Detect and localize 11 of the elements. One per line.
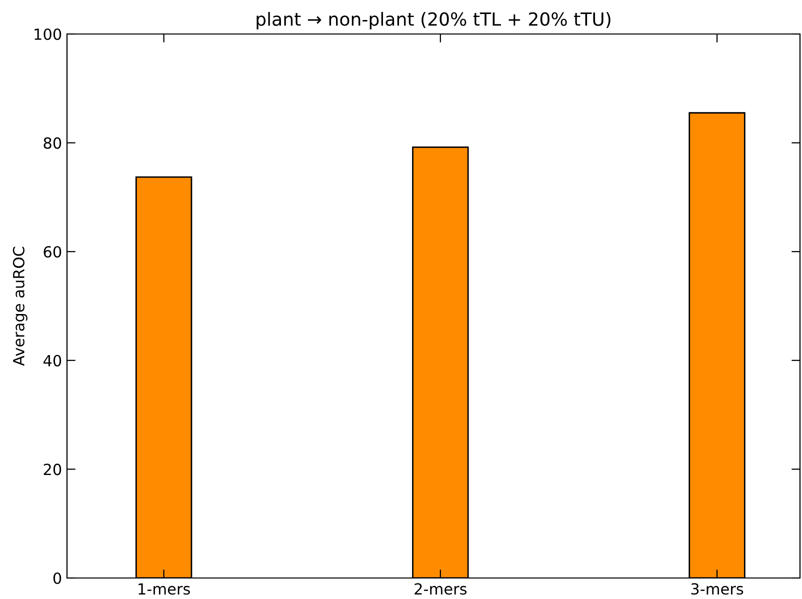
- x-tick-label: 1-mers: [138, 583, 190, 595]
- y-tick-label: 40: [43, 354, 62, 366]
- x-tick-label: 2-mers: [414, 583, 467, 595]
- y-tick-label: 60: [44, 246, 62, 258]
- x-tick-label: 3-mers: [691, 583, 744, 595]
- y-axis-title: Average auROC: [12, 246, 28, 366]
- y-tick-label: 20: [44, 464, 62, 476]
- y-tick-label: 100: [34, 28, 62, 40]
- y-tick-label: 0: [53, 572, 62, 584]
- chart-title: plant → non-plant (20% tTL + 20% tTU): [256, 12, 610, 30]
- y-tick-label: 80: [44, 137, 62, 149]
